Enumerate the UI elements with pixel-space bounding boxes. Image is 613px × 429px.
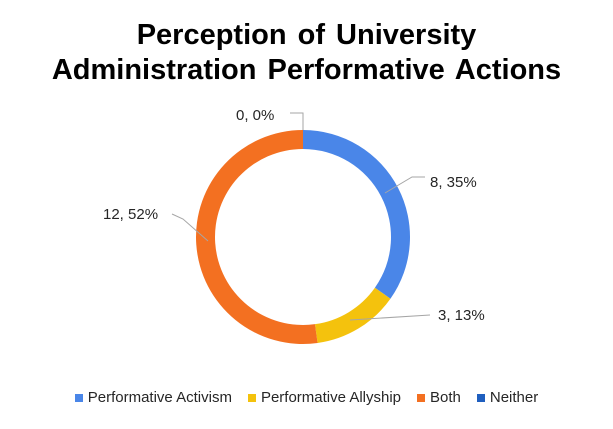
legend-swatch: [476, 393, 485, 402]
legend-item-both: Both: [417, 389, 461, 406]
legend-item-neither: Neither: [476, 389, 539, 406]
data-label-performative-allyship: 3, 13%: [438, 307, 485, 324]
legend: Performative Activism Performative Allys…: [0, 389, 613, 406]
data-labels: 8, 35% 3, 13% 12, 52% 0, 0%: [103, 107, 485, 324]
legend-swatch: [74, 393, 83, 402]
chart-title: Perception of University Administration …: [0, 18, 613, 88]
data-label-both: 12, 52%: [103, 206, 158, 223]
legend-label: Both: [430, 389, 461, 406]
slice-performative-allyship: [314, 287, 391, 344]
leader-line-performative-allyship: [349, 314, 431, 321]
legend-swatch: [247, 393, 256, 402]
slice-performative-activism: [303, 130, 411, 299]
data-label-neither: 0, 0%: [236, 107, 274, 124]
legend-label: Performative Activism: [87, 389, 232, 406]
data-label-performative-activism: 8, 35%: [430, 174, 477, 191]
leader-line-both: [171, 213, 209, 242]
legend-swatch: [417, 393, 426, 402]
legend-item-performative-activism: Performative Activism: [74, 389, 232, 406]
legend-label: Performative Allyship: [260, 389, 402, 406]
chart-title-line-1: Perception of University: [136, 19, 477, 51]
donut-slices: [195, 130, 411, 344]
label-leader-lines: [171, 112, 431, 321]
slice-both: [195, 130, 318, 344]
leader-line-neither: [290, 112, 304, 130]
legend-label: Neither: [489, 389, 539, 406]
leader-line-performative-activism: [384, 176, 425, 194]
legend-item-performative-allyship: Performative Allyship: [247, 389, 402, 406]
chart-title-line-2: Administration Performative Actions: [51, 54, 562, 86]
